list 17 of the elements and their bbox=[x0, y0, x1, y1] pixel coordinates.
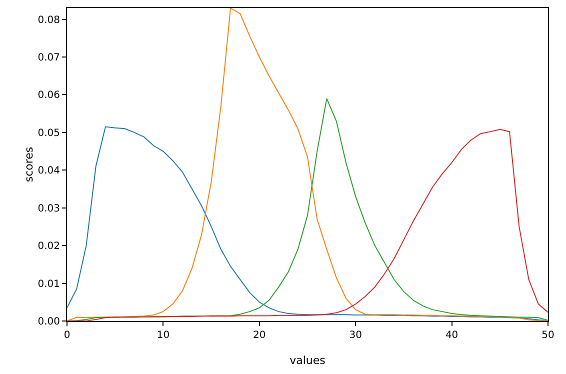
y-tick-label: 0.01 bbox=[38, 278, 60, 290]
x-tick-label: 30 bbox=[349, 330, 362, 341]
y-tick-label: 0.05 bbox=[38, 128, 60, 139]
y-tick-label: 0.02 bbox=[38, 241, 60, 252]
y-tick-label: 0.07 bbox=[38, 52, 60, 64]
y-tick-label: 0.08 bbox=[38, 14, 60, 26]
x-tick-label: 10 bbox=[156, 330, 170, 341]
y-tick-label: 0.06 bbox=[38, 90, 60, 102]
x-tick-label: 40 bbox=[445, 330, 458, 341]
y-tick-label: 0.00 bbox=[38, 316, 60, 328]
x-axis-title: values bbox=[290, 354, 326, 367]
x-tick-label: 20 bbox=[253, 330, 266, 341]
y-tick-label: 0.04 bbox=[38, 166, 60, 177]
x-tick-label: 50 bbox=[542, 330, 554, 341]
y-axis-title: scores bbox=[22, 146, 36, 182]
y-tick-label: 0.03 bbox=[38, 203, 60, 214]
x-tick-label: 0 bbox=[64, 330, 70, 341]
